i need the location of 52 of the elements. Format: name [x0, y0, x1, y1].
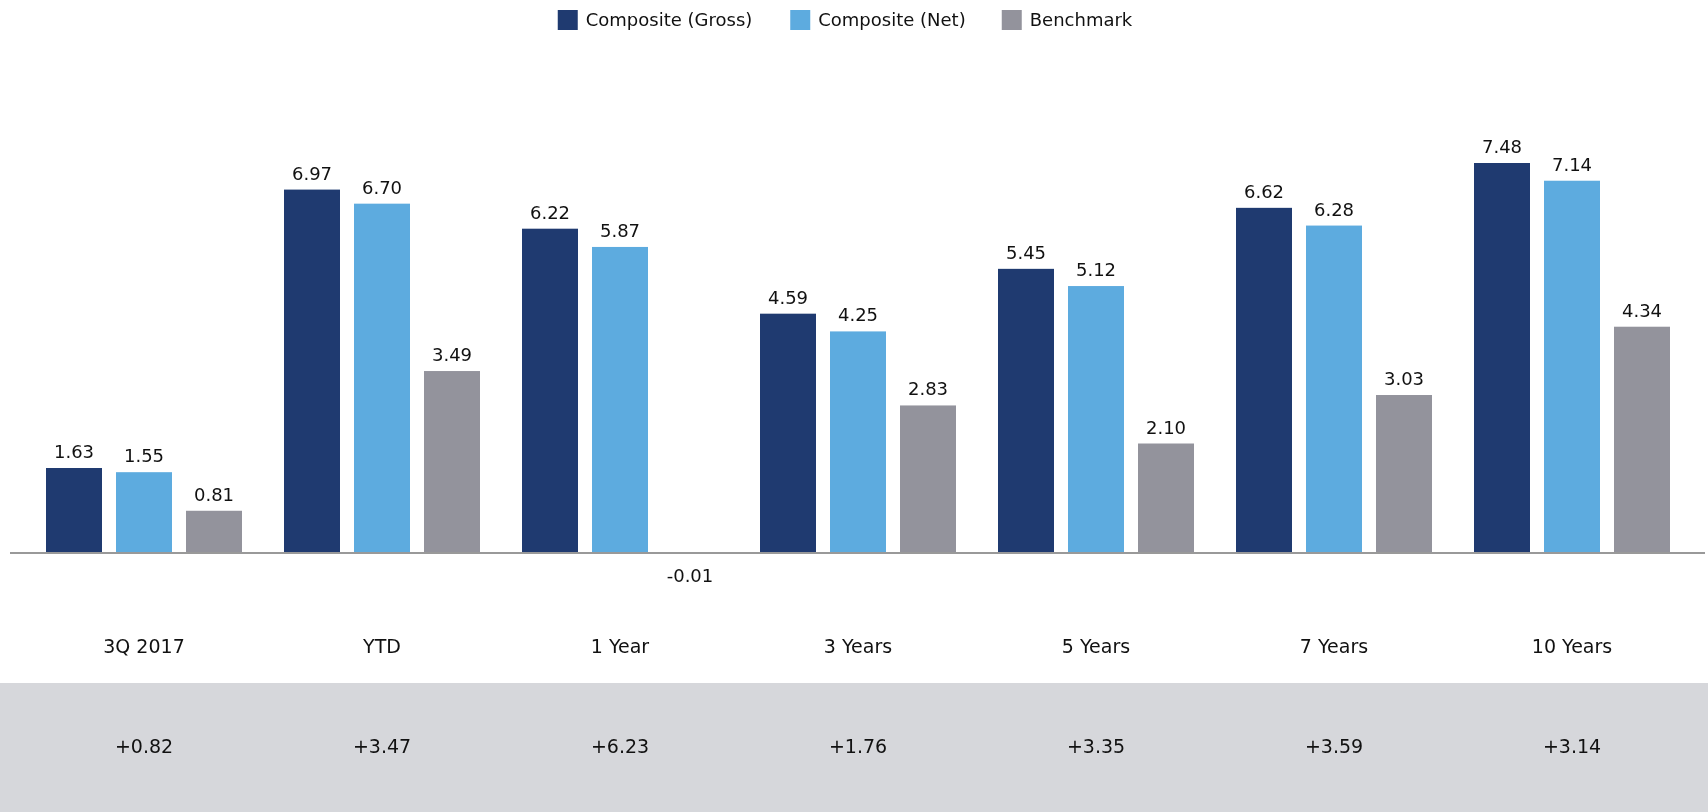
bar — [1068, 286, 1124, 553]
bar — [998, 268, 1054, 553]
data-label: 2.83 — [907, 378, 949, 400]
x-tick-label: YTD — [362, 635, 401, 657]
legend-label: Composite (Net) — [818, 9, 966, 30]
data-label: 1.55 — [123, 445, 165, 467]
bar — [760, 313, 816, 553]
x-tick-label: 7 Years — [1299, 635, 1369, 657]
data-label: 6.97 — [291, 162, 333, 184]
text: +0.82 — [114, 735, 174, 757]
data-label: 6.22 — [529, 201, 571, 223]
text: +3.59 — [1304, 735, 1364, 757]
data-label: 1.63 — [53, 441, 95, 463]
text: +3.14 — [1542, 735, 1602, 757]
data-label: 6.70 — [361, 176, 403, 198]
x-tick-label: 10 Years — [1531, 635, 1613, 657]
legend-label: Benchmark — [1029, 9, 1133, 30]
data-label: 2.10 — [1145, 416, 1187, 438]
data-label: 3.49 — [431, 344, 473, 366]
data-label: 4.34 — [1621, 299, 1663, 321]
bar — [284, 189, 340, 553]
x-tick-label: 5 Years — [1061, 635, 1131, 657]
data-label: 7.14 — [1551, 153, 1593, 175]
data-label: 4.59 — [767, 286, 809, 308]
x-tick-label: 3 Years — [823, 635, 893, 657]
bar — [522, 228, 578, 553]
text: +6.23 — [590, 735, 650, 757]
data-label: -0.01 — [666, 564, 714, 586]
bar — [592, 246, 648, 553]
x-tick-label: 1 Year — [590, 635, 650, 657]
bar — [1474, 163, 1530, 553]
bar — [354, 203, 410, 553]
data-label: 5.45 — [1005, 241, 1047, 263]
text: +1.76 — [828, 735, 888, 757]
bar — [116, 472, 172, 553]
data-label: 3.03 — [1383, 368, 1425, 390]
legend-label: Composite (Gross) — [585, 9, 753, 30]
data-label: 5.12 — [1075, 259, 1117, 281]
data-label: 6.62 — [1243, 180, 1285, 202]
text: +3.35 — [1066, 735, 1126, 757]
text: +3.47 — [352, 735, 412, 757]
x-tick-label: 3Q 2017 — [103, 635, 185, 657]
data-label: 7.48 — [1481, 136, 1523, 157]
bar — [1236, 207, 1292, 553]
data-label: 0.81 — [193, 483, 235, 505]
bar — [830, 331, 886, 553]
bar — [46, 468, 102, 553]
data-label: 5.87 — [599, 219, 641, 241]
bar — [1306, 225, 1362, 553]
data-label: 6.28 — [1313, 198, 1355, 220]
bar — [1544, 180, 1600, 553]
data-label: 4.25 — [837, 304, 879, 326]
